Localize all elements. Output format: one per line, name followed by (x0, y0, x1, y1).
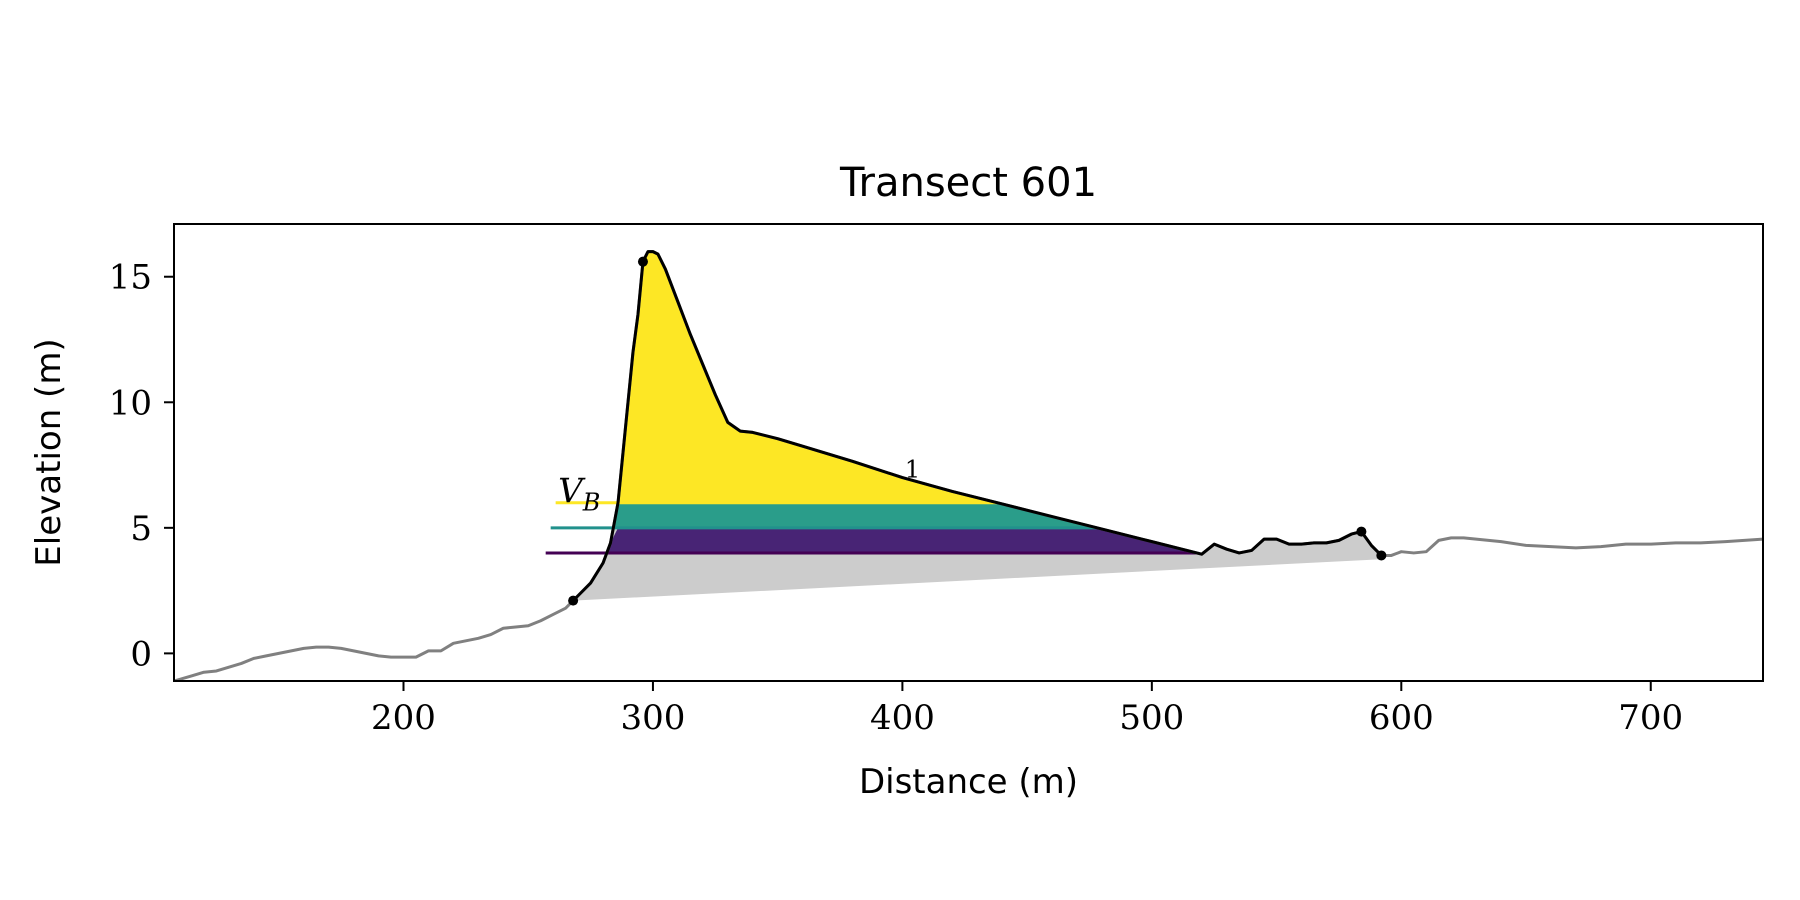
y-tick-label: 5 (130, 509, 152, 549)
full-profile-line (174, 250, 1763, 681)
volume-annotation: VB (558, 472, 600, 517)
chart-title: Transect 601 (839, 160, 1097, 206)
profile-marker-2 (637, 256, 648, 267)
profile-marker-1 (568, 595, 579, 606)
y-tick-label: 10 (109, 383, 152, 423)
x-axis-label: Distance (m) (859, 762, 1078, 802)
x-tick-label: 700 (1618, 698, 1683, 738)
volume-annotation-subscript: B (582, 489, 601, 517)
y-tick-label: 15 (109, 258, 152, 298)
chart-annotations: VB 1 (558, 456, 920, 517)
plot-frame (173, 223, 1764, 682)
volume-annotation-symbol: V (558, 472, 586, 512)
y-axis-label: Elevation (m) (29, 338, 69, 566)
water-level-lines (545, 501, 1197, 555)
band-low-fill (606, 527, 1197, 553)
x-tick-label: 600 (1369, 698, 1434, 738)
profile-marker-3 (1356, 526, 1367, 537)
superscript-annotation: 1 (905, 456, 920, 484)
x-tick-label: 300 (620, 698, 685, 738)
band-mid-fill (613, 502, 1097, 528)
volume-fills (573, 251, 1382, 601)
axis-ticks: 200 300 400 500 600 700 0 5 10 15 (109, 258, 1683, 738)
x-tick-label: 500 (1119, 698, 1184, 738)
x-tick-label: 200 (371, 698, 436, 738)
profile-lines (174, 250, 1763, 681)
dune-profile-line (572, 250, 1383, 602)
y-tick-label: 0 (130, 634, 152, 674)
band-top-fill (618, 251, 998, 503)
profile-markers (568, 256, 1387, 606)
x-tick-label: 400 (870, 698, 935, 738)
profile-marker-4 (1376, 550, 1387, 561)
